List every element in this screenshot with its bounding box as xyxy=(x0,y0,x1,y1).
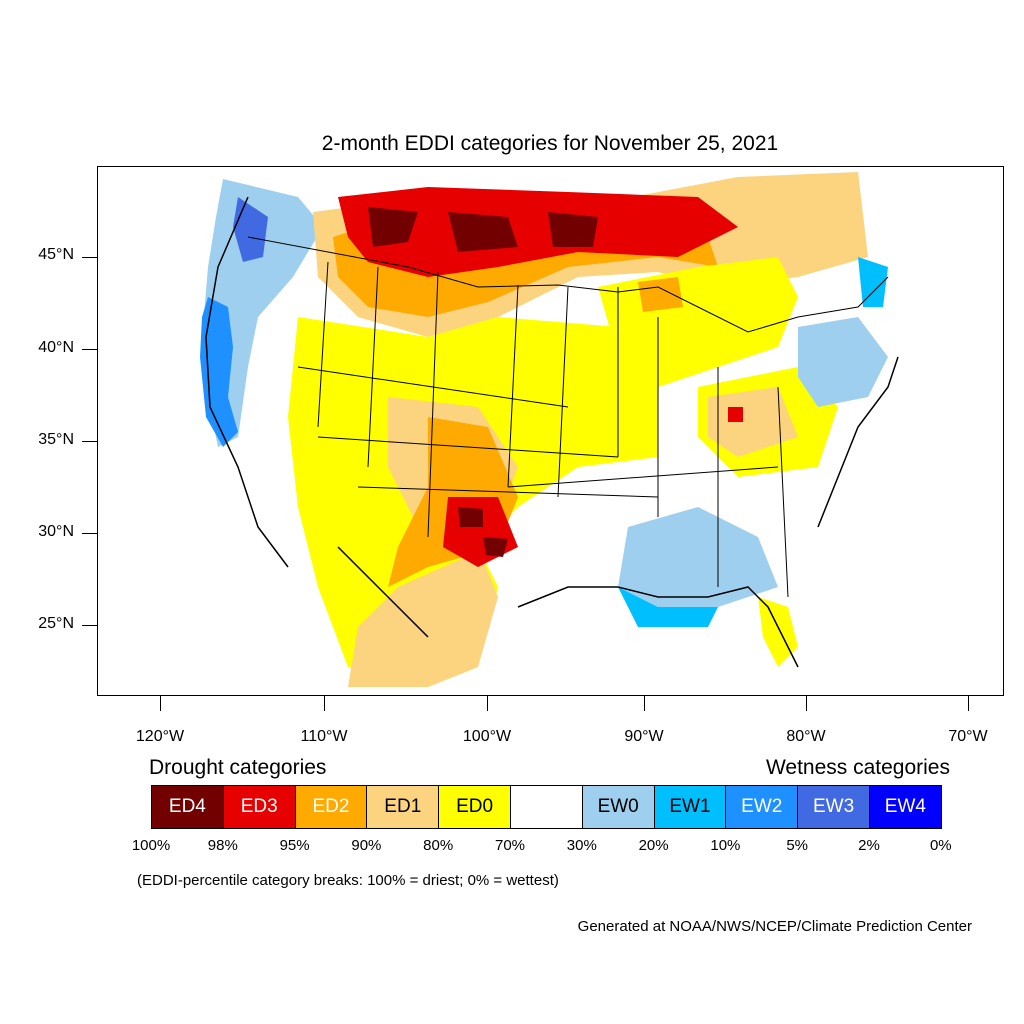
region-ew0-northeast xyxy=(798,317,888,407)
eddi-map-canvas xyxy=(200,172,899,687)
category-fill-regions xyxy=(200,172,888,687)
lat-tick xyxy=(82,625,97,626)
percentile-break-label: 95% xyxy=(279,837,310,854)
coastline xyxy=(205,196,899,668)
legend-cell-ew4: EW4 xyxy=(868,785,942,829)
region-ew1-new-england xyxy=(858,257,888,307)
lon-label-120w: 120°W xyxy=(135,728,185,745)
legend-cell-ed1: ED1 xyxy=(366,785,440,829)
region-ed3-kentucky xyxy=(728,407,743,422)
lat-label-35n: 35°N xyxy=(38,431,74,448)
wetness-categories-heading: Wetness categories xyxy=(765,756,950,779)
legend-cell-ew2: EW2 xyxy=(725,785,799,829)
lon-tick xyxy=(324,696,325,711)
lat-label-45n: 45°N xyxy=(38,246,74,263)
category-legend: ED4 ED3 ED2 ED1 ED0 EW0 EW1 EW2 EW3 EW4 xyxy=(151,785,942,829)
legend-cell-ew3: EW3 xyxy=(797,785,870,829)
lon-tick xyxy=(644,696,645,711)
lon-label-100w: 100°W xyxy=(462,728,512,745)
percentile-break-label: 10% xyxy=(710,837,741,854)
category-breaks-note: (EDDI-percentile category breaks: 100% =… xyxy=(137,872,559,889)
lon-tick xyxy=(160,696,161,711)
legend-cell-ed2: ED2 xyxy=(294,785,368,829)
legend-cell-ew1: EW1 xyxy=(653,785,727,829)
lat-tick xyxy=(82,441,97,442)
legend-cell-ed4: ED4 xyxy=(151,785,224,829)
lon-label-110w: 110°W xyxy=(300,728,348,745)
percentile-break-label: 98% xyxy=(207,837,238,854)
region-ew1-gulf-coast xyxy=(618,587,718,627)
lon-tick xyxy=(806,696,807,711)
percentile-break-label: 80% xyxy=(423,837,454,854)
region-ed4-texas xyxy=(458,507,508,557)
region-ed4-northern-border xyxy=(368,207,598,252)
credit-line: Generated at NOAA/NWS/NCEP/Climate Predi… xyxy=(577,918,972,935)
lat-label-40n: 40°N xyxy=(38,339,74,356)
us-canada-border xyxy=(247,236,889,333)
lat-tick xyxy=(82,533,97,534)
legend-cell-ed0: ED0 xyxy=(438,785,511,829)
percentile-break-label: 100% xyxy=(131,837,171,854)
region-ed1-appalachians xyxy=(708,387,798,457)
region-ew2-pacific-coast xyxy=(200,297,238,447)
lon-tick xyxy=(487,696,488,711)
percentile-break-label: 2% xyxy=(858,837,880,854)
percentile-break-label: 70% xyxy=(494,837,526,854)
percentile-break-label: 30% xyxy=(566,837,597,854)
region-ed2-michigan xyxy=(638,277,683,312)
lon-tick xyxy=(968,696,969,711)
lat-tick xyxy=(82,257,97,258)
percentile-break-label: 20% xyxy=(638,837,669,854)
boundary-lines xyxy=(205,196,899,668)
percentile-break-label: 90% xyxy=(351,837,382,854)
lat-label-25n: 25°N xyxy=(38,615,74,632)
lon-label-80w: 80°W xyxy=(786,728,826,745)
lat-tick xyxy=(82,349,97,350)
region-ed0-florida xyxy=(758,597,798,667)
region-ew0-southeast xyxy=(618,507,778,607)
legend-cell-neutral xyxy=(509,785,583,829)
percentile-break-label: 0% xyxy=(929,837,952,854)
lon-label-70w: 70°W xyxy=(948,728,988,745)
lon-label-90w: 90°W xyxy=(624,728,664,745)
eddi-map xyxy=(97,166,1004,696)
region-ew0-pacific-northwest xyxy=(203,179,323,447)
lat-label-30n: 30°N xyxy=(38,523,74,540)
legend-cell-ed3: ED3 xyxy=(222,785,296,829)
legend-cell-ew0: EW0 xyxy=(581,785,655,829)
region-ed3-northern-border xyxy=(338,187,738,277)
state-lines xyxy=(297,261,789,598)
percentile-break-label: 5% xyxy=(786,837,809,854)
map-title: 2-month EDDI categories for November 25,… xyxy=(321,132,779,155)
drought-categories-heading: Drought categories xyxy=(149,756,327,779)
